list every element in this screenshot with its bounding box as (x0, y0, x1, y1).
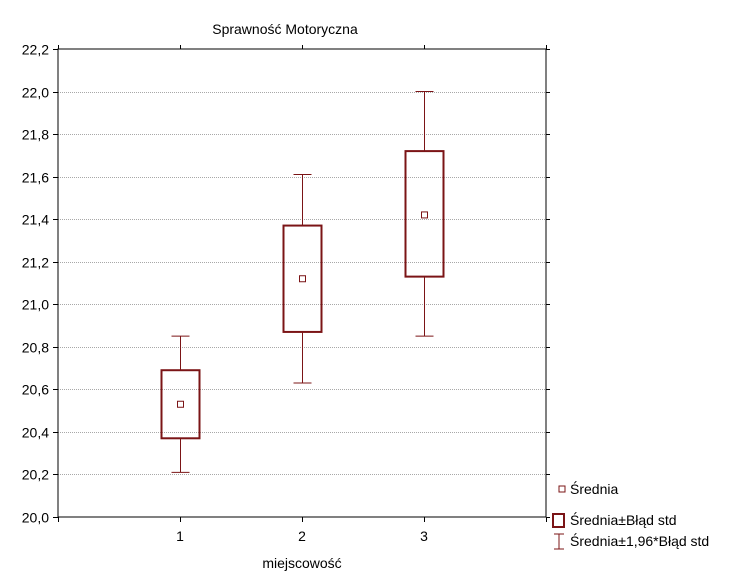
x-tick-label: 3 (420, 528, 428, 544)
mean-marker (177, 400, 184, 408)
chart-title: Sprawność Motoryczna (212, 21, 358, 37)
x-tick-label: 2 (298, 528, 306, 544)
plot-marks (160, 91, 445, 473)
legend-mean-marker (558, 485, 566, 493)
y-tick-label: 20,6 (22, 382, 49, 398)
y-tick-label: 20,4 (22, 425, 49, 441)
y-tick-label: 21,4 (22, 212, 49, 228)
legend-se-label: Średnia±Błąd std (570, 511, 677, 528)
legend-item-mean: Średnia (558, 480, 618, 497)
y-tick-label: 20,0 (22, 510, 49, 526)
y-tick-label: 22,0 (22, 85, 49, 101)
y-tick-label: 22,2 (22, 42, 49, 58)
legend: Średnia Średnia±Błąd std Średnia±1,96*Bł… (552, 480, 709, 550)
y-tick-label: 21,8 (22, 127, 49, 143)
x-axis: 1 2 3 (58, 45, 547, 544)
mean-marker (421, 211, 428, 219)
legend-item-ci: Średnia±1,96*Błąd std (554, 532, 709, 550)
legend-item-se: Średnia±Błąd std (552, 511, 677, 528)
gridlines (58, 92, 546, 475)
y-tick-label: 21,2 (22, 255, 49, 271)
y-tick-label: 21,6 (22, 170, 49, 186)
plot-frame (57, 48, 547, 518)
x-axis-label: miejscowość (262, 555, 341, 571)
se-box (160, 369, 201, 440)
y-tick-label: 20,8 (22, 340, 49, 356)
mean-marker (299, 275, 306, 283)
se-box (282, 224, 323, 333)
x-tick-label: 1 (176, 528, 184, 544)
legend-mean-label: Średnia (570, 480, 618, 497)
legend-ci-marker (554, 533, 564, 550)
se-box (404, 150, 445, 278)
legend-ci-label: Średnia±1,96*Błąd std (570, 532, 709, 549)
y-axis: 20,0 20,2 20,4 20,6 20,8 21,0 21,2 21,4 21,6 21,8… (22, 42, 550, 526)
y-tick-label: 20,2 (22, 467, 49, 483)
legend-se-marker (552, 513, 565, 528)
y-tick-label: 21,0 (22, 297, 49, 313)
